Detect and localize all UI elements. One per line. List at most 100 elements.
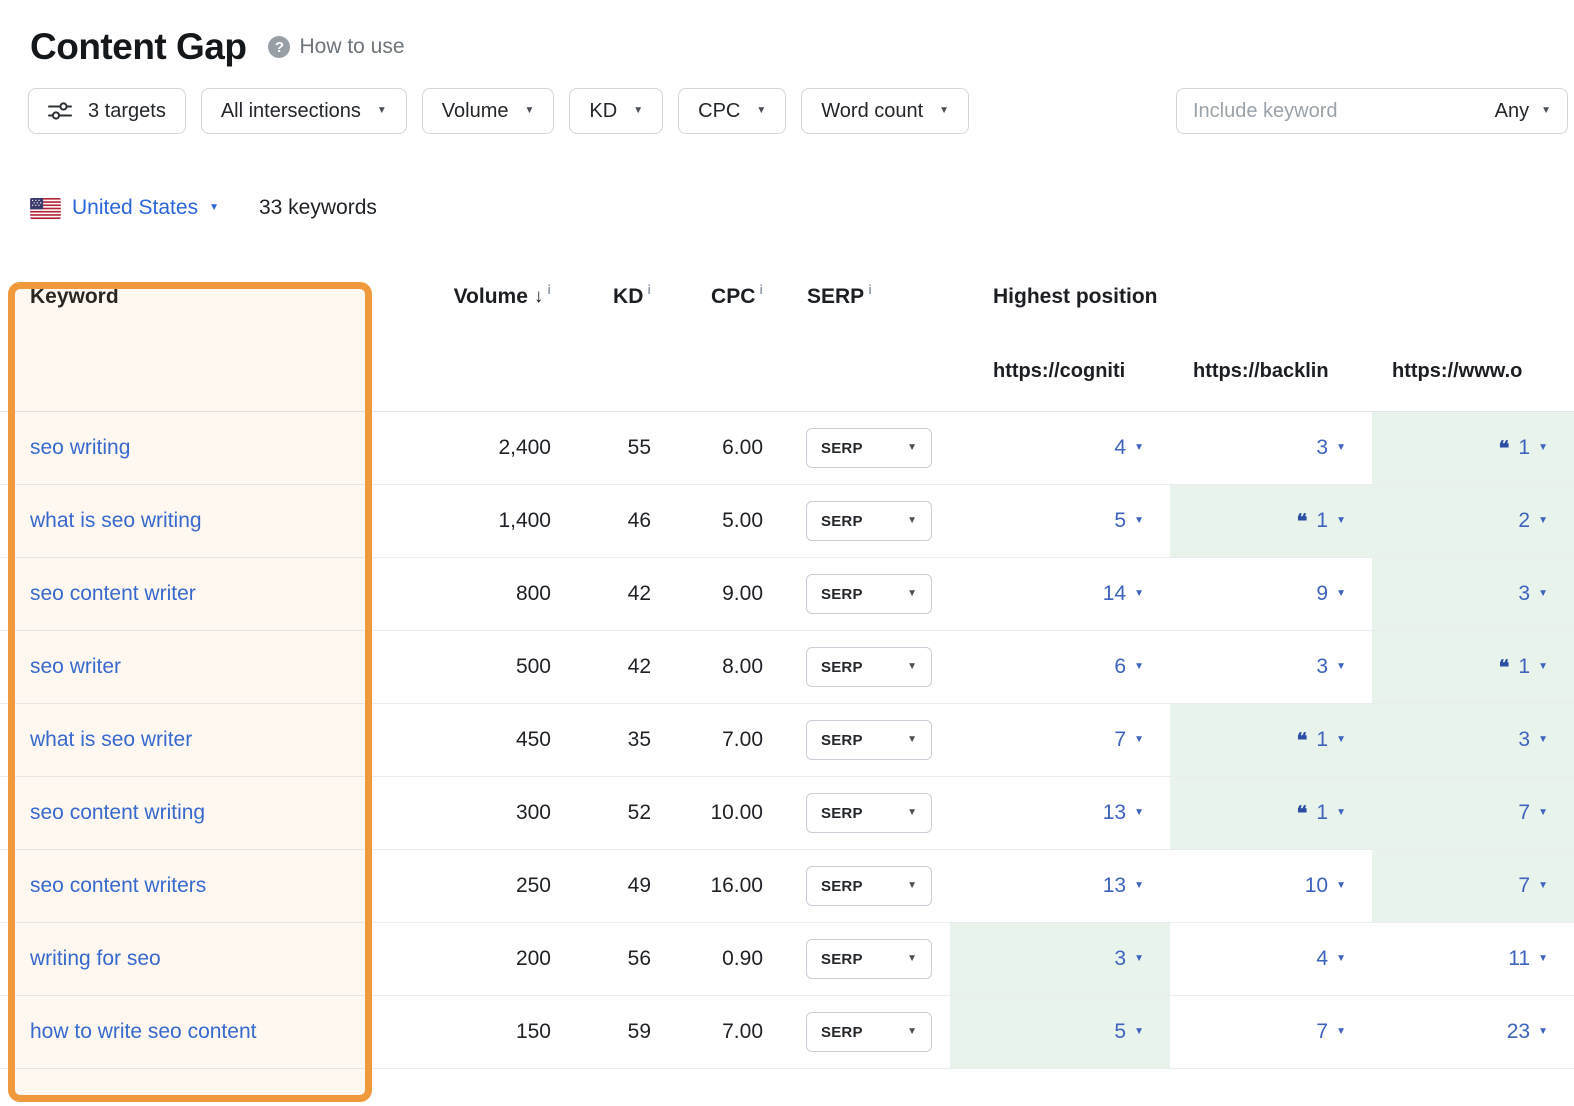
position-dropdown[interactable]: 3 ▼ xyxy=(1316,655,1346,679)
targets-button[interactable]: 3 targets xyxy=(28,88,186,134)
position-dropdown[interactable]: 6 ▼ xyxy=(1114,655,1144,679)
position-dropdown[interactable]: 13 ▼ xyxy=(1103,874,1144,898)
country-selector[interactable]: United States ▼ xyxy=(30,196,219,220)
position-dropdown[interactable]: 3 ▼ xyxy=(1518,582,1548,606)
position-dropdown[interactable]: 11 ▼ xyxy=(1508,947,1548,971)
volume-value: 2,400 xyxy=(498,436,551,459)
serp-cell: SERP ▼ xyxy=(777,704,950,776)
column-header-kd[interactable]: KD i xyxy=(565,262,665,332)
intersections-dropdown[interactable]: All intersections ▼ xyxy=(200,88,407,134)
cpc-filter-dropdown[interactable]: CPC ▼ xyxy=(678,88,787,134)
position-dropdown[interactable]: 7 ▼ xyxy=(1114,728,1144,752)
keyword-link[interactable]: what is seo writer xyxy=(30,728,193,751)
keyword-cell: writing for seo xyxy=(0,923,375,995)
keywords-table: Keyword Volume ↓ i KD i CPC i SERP i Hig… xyxy=(0,262,1574,1069)
position-dropdown[interactable]: 7 ▼ xyxy=(1316,1020,1346,1044)
position-dropdown[interactable]: ❝ 1 ▼ xyxy=(1297,801,1346,826)
position-dropdown[interactable]: 10 ▼ xyxy=(1305,874,1346,898)
keyword-link[interactable]: what is seo writing xyxy=(30,509,202,532)
cpc-value: 10.00 xyxy=(710,801,763,824)
position-cell: 5 ▼ xyxy=(950,996,1170,1068)
serp-dropdown-button[interactable]: SERP ▼ xyxy=(806,428,932,468)
include-keyword-input[interactable]: Include keyword Any ▼ xyxy=(1176,88,1568,134)
keyword-link[interactable]: seo writer xyxy=(30,655,122,678)
position-value: 7 xyxy=(1114,728,1127,751)
chevron-down-icon: ▼ xyxy=(376,105,387,116)
position-dropdown[interactable]: 2 ▼ xyxy=(1518,509,1548,533)
serp-dropdown-button[interactable]: SERP ▼ xyxy=(806,866,932,906)
position-value: 3 xyxy=(1518,582,1531,605)
position-cell: 3 ▼ xyxy=(1170,412,1372,484)
keyword-link[interactable]: how to write seo content xyxy=(30,1020,257,1043)
kd-filter-dropdown[interactable]: KD ▼ xyxy=(569,88,664,134)
position-cell: 7 ▼ xyxy=(1170,996,1372,1068)
position-dropdown[interactable]: 4 ▼ xyxy=(1114,436,1144,460)
position-dropdown[interactable]: ❝ 1 ▼ xyxy=(1297,728,1346,753)
page-title: Content Gap xyxy=(30,26,247,67)
position-dropdown[interactable]: 14 ▼ xyxy=(1103,582,1144,606)
chevron-down-icon: ▼ xyxy=(1134,442,1144,453)
keyword-link[interactable]: seo content writer xyxy=(30,582,196,605)
position-dropdown[interactable]: ❝ 1 ▼ xyxy=(1297,509,1346,534)
position-dropdown[interactable]: 9 ▼ xyxy=(1316,582,1346,606)
serp-dropdown-button[interactable]: SERP ▼ xyxy=(806,647,932,687)
serp-button-label: SERP xyxy=(821,439,863,457)
chevron-down-icon: ▼ xyxy=(907,880,917,891)
position-dropdown[interactable]: 7 ▼ xyxy=(1518,874,1548,898)
how-to-use-label: How to use xyxy=(299,35,405,58)
table-row: seo writer 500 42 8.00 SERP ▼ 6 ▼ 3 ▼ xyxy=(0,631,1574,704)
chevron-down-icon: ▼ xyxy=(1538,1026,1548,1037)
volume-value: 500 xyxy=(515,655,551,678)
volume-value: 1,400 xyxy=(498,509,551,532)
position-cell: 7 ▼ xyxy=(1372,850,1574,922)
column-header-keyword: Keyword xyxy=(30,285,119,308)
keyword-link[interactable]: seo content writers xyxy=(30,874,207,897)
position-value: 13 xyxy=(1102,874,1127,897)
serp-button-label: SERP xyxy=(821,512,863,530)
position-cell: 13 ▼ xyxy=(950,850,1170,922)
serp-dropdown-button[interactable]: SERP ▼ xyxy=(806,720,932,760)
position-dropdown[interactable]: 5 ▼ xyxy=(1114,1020,1144,1044)
position-value: 1 xyxy=(1316,509,1329,532)
serp-button-label: SERP xyxy=(821,877,863,895)
volume-filter-label: Volume xyxy=(441,99,509,122)
serp-dropdown-button[interactable]: SERP ▼ xyxy=(806,574,932,614)
position-dropdown[interactable]: 3 ▼ xyxy=(1316,436,1346,460)
position-dropdown[interactable]: 23 ▼ xyxy=(1507,1020,1548,1044)
position-dropdown[interactable]: ❝ 1 ▼ xyxy=(1499,436,1548,461)
word-count-dropdown[interactable]: Word count ▼ xyxy=(801,88,970,134)
table-row: what is seo writer 450 35 7.00 SERP ▼ 7 … xyxy=(0,704,1574,777)
quote-icon: ❝ xyxy=(1498,656,1510,679)
volume-filter-dropdown[interactable]: Volume ▼ xyxy=(421,88,555,134)
chevron-down-icon: ▼ xyxy=(1538,953,1548,964)
kd-header-label: KD xyxy=(613,285,644,308)
how-to-use-link[interactable]: ? How to use xyxy=(268,35,405,59)
position-dropdown[interactable]: 3 ▼ xyxy=(1518,728,1548,752)
serp-dropdown-button[interactable]: SERP ▼ xyxy=(806,793,932,833)
match-mode-label: Any xyxy=(1494,99,1530,122)
chevron-down-icon: ▼ xyxy=(1336,880,1346,891)
chevron-down-icon: ▼ xyxy=(907,515,917,526)
position-dropdown[interactable]: 13 ▼ xyxy=(1103,801,1144,825)
position-dropdown[interactable]: 5 ▼ xyxy=(1114,509,1144,533)
keyword-cell: what is seo writer xyxy=(0,704,375,776)
position-dropdown[interactable]: ❝ 1 ▼ xyxy=(1499,655,1548,680)
column-header-volume[interactable]: Volume ↓ i xyxy=(375,262,565,332)
column-header-cpc[interactable]: CPC i xyxy=(665,262,777,332)
keyword-link[interactable]: writing for seo xyxy=(30,947,161,970)
serp-dropdown-button[interactable]: SERP ▼ xyxy=(806,501,932,541)
chevron-down-icon: ▼ xyxy=(1134,807,1144,818)
serp-button-label: SERP xyxy=(821,585,863,603)
position-dropdown[interactable]: 7 ▼ xyxy=(1518,801,1548,825)
position-dropdown[interactable]: 4 ▼ xyxy=(1316,947,1346,971)
serp-dropdown-button[interactable]: SERP ▼ xyxy=(806,939,932,979)
position-value: 11 xyxy=(1508,947,1531,970)
keyword-cell: seo content writing xyxy=(0,777,375,849)
match-mode-dropdown[interactable]: Any ▼ xyxy=(1495,100,1551,123)
keyword-link[interactable]: seo writing xyxy=(30,436,131,459)
serp-dropdown-button[interactable]: SERP ▼ xyxy=(806,1012,932,1052)
position-dropdown[interactable]: 3 ▼ xyxy=(1114,947,1144,971)
position-cell: 14 ▼ xyxy=(950,558,1170,630)
position-cell: ❝ 1 ▼ xyxy=(1170,704,1372,776)
keyword-link[interactable]: seo content writing xyxy=(30,801,206,824)
